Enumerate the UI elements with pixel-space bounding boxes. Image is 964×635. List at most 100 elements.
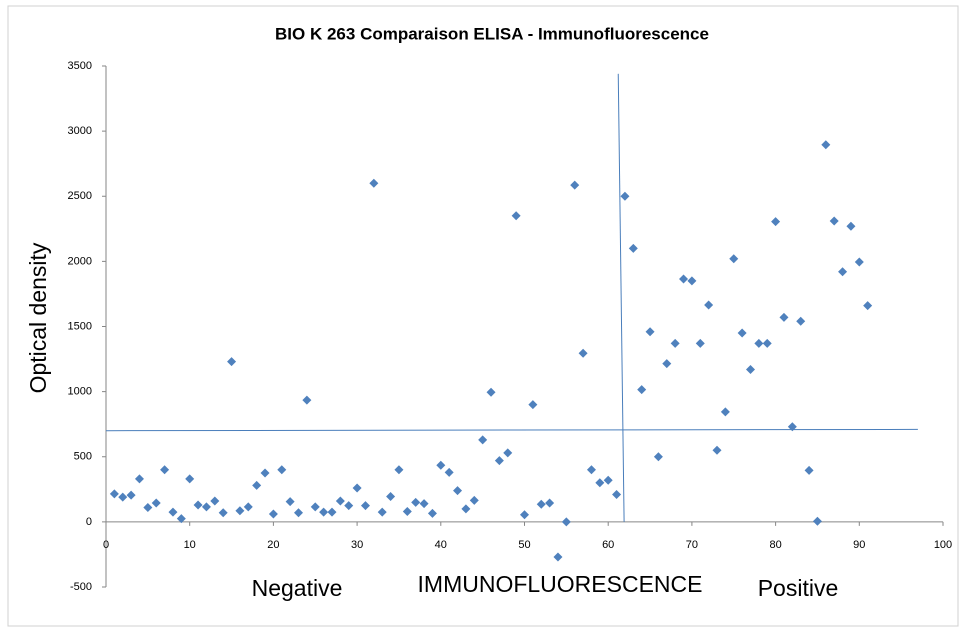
x-tick-label: 0 (103, 539, 109, 551)
x-tick-label: 60 (602, 539, 614, 551)
data-point (310, 502, 320, 512)
data-point (134, 474, 144, 484)
data-point (486, 387, 496, 397)
y-tick-label: 500 (74, 451, 92, 463)
data-point (268, 509, 278, 519)
data-point (469, 495, 479, 505)
x-tick-label: 70 (686, 539, 698, 551)
data-point (461, 504, 471, 514)
data-point (687, 276, 697, 286)
data-point (411, 497, 421, 507)
data-point (277, 465, 287, 475)
x-tick-label: 20 (267, 539, 279, 551)
data-point (419, 499, 429, 509)
y-tick-label: 1500 (68, 320, 92, 332)
data-point (762, 338, 772, 348)
data-point (637, 385, 647, 395)
data-point (771, 217, 781, 227)
x-tick-label: 40 (435, 539, 447, 551)
x-tick-label: 50 (518, 539, 530, 551)
data-point (838, 267, 848, 277)
annotation: Negative (252, 575, 343, 601)
data-point (679, 274, 689, 284)
data-point (536, 499, 546, 509)
x-tick-label: 90 (853, 539, 865, 551)
y-axis-label: Optical density (25, 242, 51, 393)
data-point (210, 496, 220, 506)
data-point (360, 501, 370, 511)
data-point (645, 327, 655, 337)
data-point (327, 507, 337, 517)
y-tick-label: 3000 (68, 125, 92, 137)
annotation: Positive (758, 575, 839, 601)
data-point (377, 507, 387, 517)
data-point (319, 507, 329, 517)
data-point (294, 508, 304, 518)
data-point (812, 516, 822, 526)
data-point (695, 338, 705, 348)
data-point (118, 492, 128, 502)
data-point (779, 312, 789, 322)
data-point (821, 140, 831, 150)
data-point (402, 506, 412, 516)
data-point (787, 422, 797, 432)
data-point (160, 465, 170, 475)
data-point (520, 510, 529, 520)
data-point (846, 221, 856, 231)
data-point (151, 498, 161, 508)
chart-frame (7, 5, 959, 627)
x-tick-label: 10 (184, 539, 196, 551)
data-point (545, 498, 555, 508)
data-point (453, 486, 463, 496)
data-point (720, 407, 730, 417)
x-tick-label: 30 (351, 539, 363, 551)
data-point (628, 243, 638, 253)
data-point (712, 445, 722, 455)
data-point (436, 460, 446, 470)
data-point (603, 475, 613, 485)
data-point (227, 357, 237, 367)
data-point (168, 507, 178, 517)
x-tick-label: 80 (769, 539, 781, 551)
data-point (285, 497, 295, 507)
data-point (126, 490, 136, 500)
data-point (252, 480, 262, 490)
y-tick-label: 2500 (68, 190, 92, 202)
data-point (561, 517, 571, 527)
data-point (829, 216, 839, 226)
data-point (511, 211, 521, 221)
y-tick-label: 2000 (68, 255, 92, 267)
data-point (704, 300, 714, 310)
y-tick-label: 0 (86, 516, 92, 528)
data-point (796, 316, 806, 326)
data-point (185, 474, 195, 484)
data-point (302, 395, 312, 405)
data-point (662, 359, 672, 369)
data-point (344, 501, 354, 511)
data-point (578, 348, 588, 358)
data-point (620, 191, 630, 201)
data-point (176, 514, 186, 524)
reference-line (617, 73, 625, 522)
data-point (503, 448, 513, 458)
data-point (854, 257, 864, 267)
data-point (394, 465, 404, 475)
y-tick-label: 1000 (68, 386, 92, 398)
data-point (335, 496, 345, 506)
x-tick-label: 100 (934, 539, 952, 551)
data-point (653, 452, 663, 462)
data-point (804, 465, 814, 475)
data-point (754, 338, 764, 348)
data-point (745, 364, 755, 374)
data-point (444, 467, 454, 477)
annotation: IMMUNOFLUORESCENCE (418, 571, 703, 597)
data-point (478, 435, 488, 445)
reference-line (105, 428, 918, 432)
data-point (109, 489, 119, 499)
data-point (235, 506, 245, 516)
data-point (595, 478, 605, 488)
data-point (352, 483, 362, 493)
data-point (386, 491, 396, 501)
